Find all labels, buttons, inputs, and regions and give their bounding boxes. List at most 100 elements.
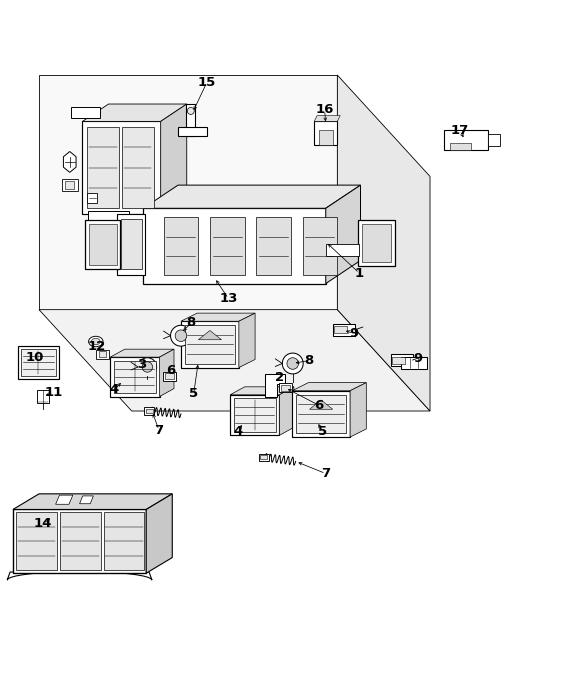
Polygon shape: [17, 346, 59, 379]
Polygon shape: [230, 387, 294, 395]
Polygon shape: [117, 214, 145, 275]
Text: 11: 11: [44, 386, 63, 399]
Text: 8: 8: [304, 354, 313, 367]
Circle shape: [142, 362, 152, 372]
Polygon shape: [143, 185, 360, 208]
Polygon shape: [310, 400, 333, 409]
Polygon shape: [279, 387, 294, 435]
Polygon shape: [391, 354, 413, 366]
Polygon shape: [260, 456, 267, 460]
Polygon shape: [146, 494, 172, 573]
Polygon shape: [87, 127, 119, 208]
Text: 14: 14: [34, 518, 52, 531]
Polygon shape: [146, 409, 152, 413]
Polygon shape: [37, 389, 49, 404]
Polygon shape: [88, 211, 129, 225]
Polygon shape: [97, 350, 109, 359]
Text: 16: 16: [315, 103, 334, 116]
Polygon shape: [296, 395, 346, 433]
Polygon shape: [71, 107, 100, 118]
Polygon shape: [122, 127, 154, 208]
Circle shape: [187, 107, 194, 115]
Polygon shape: [258, 454, 269, 461]
Circle shape: [175, 330, 187, 342]
Polygon shape: [319, 130, 333, 145]
Polygon shape: [292, 382, 366, 391]
Polygon shape: [178, 127, 207, 136]
Polygon shape: [120, 219, 142, 269]
Polygon shape: [110, 349, 174, 357]
Polygon shape: [87, 193, 97, 203]
Text: 13: 13: [219, 292, 237, 305]
Polygon shape: [314, 122, 338, 145]
Polygon shape: [104, 512, 144, 570]
Polygon shape: [181, 313, 255, 321]
Polygon shape: [13, 494, 172, 510]
Text: 17: 17: [451, 124, 469, 137]
Ellipse shape: [88, 336, 103, 347]
Text: 5: 5: [318, 425, 327, 438]
Text: 8: 8: [187, 316, 196, 329]
Polygon shape: [163, 372, 176, 381]
Polygon shape: [83, 104, 187, 122]
Polygon shape: [63, 152, 76, 172]
Polygon shape: [62, 180, 78, 191]
Polygon shape: [279, 383, 292, 393]
Text: 9: 9: [349, 327, 358, 340]
Polygon shape: [401, 357, 427, 370]
Text: 4: 4: [110, 383, 119, 396]
Polygon shape: [83, 122, 161, 214]
Polygon shape: [326, 245, 359, 255]
Text: 6: 6: [166, 364, 175, 377]
Circle shape: [282, 353, 303, 374]
Text: 10: 10: [26, 351, 44, 364]
Polygon shape: [143, 208, 326, 283]
Polygon shape: [100, 351, 107, 357]
Polygon shape: [89, 224, 116, 265]
Polygon shape: [16, 512, 56, 570]
Polygon shape: [181, 321, 239, 367]
Text: 7: 7: [154, 423, 164, 436]
Text: 2: 2: [275, 372, 284, 385]
Polygon shape: [159, 349, 174, 397]
Polygon shape: [165, 374, 174, 379]
Polygon shape: [164, 217, 198, 275]
Text: 5: 5: [189, 387, 198, 400]
Polygon shape: [314, 115, 340, 122]
Polygon shape: [65, 182, 74, 189]
Polygon shape: [450, 143, 471, 150]
Polygon shape: [233, 398, 276, 432]
Polygon shape: [7, 572, 152, 580]
Polygon shape: [13, 510, 146, 573]
Text: 12: 12: [88, 339, 106, 352]
Polygon shape: [350, 382, 366, 437]
Polygon shape: [186, 104, 196, 136]
Polygon shape: [357, 220, 395, 266]
Polygon shape: [161, 104, 187, 214]
Text: 1: 1: [355, 266, 364, 279]
Polygon shape: [110, 357, 159, 397]
Polygon shape: [198, 331, 222, 339]
Polygon shape: [144, 407, 154, 415]
Circle shape: [171, 325, 191, 346]
Polygon shape: [256, 217, 291, 275]
Polygon shape: [56, 495, 73, 504]
Text: 9: 9: [414, 352, 423, 365]
Polygon shape: [292, 391, 350, 437]
Polygon shape: [230, 395, 279, 435]
Polygon shape: [361, 224, 391, 262]
Circle shape: [138, 358, 157, 376]
Polygon shape: [303, 217, 338, 275]
Text: 3: 3: [137, 358, 146, 371]
Polygon shape: [335, 326, 347, 333]
Text: 4: 4: [233, 425, 242, 438]
Polygon shape: [281, 385, 290, 391]
Polygon shape: [80, 496, 93, 504]
Polygon shape: [185, 325, 235, 363]
Polygon shape: [39, 75, 338, 309]
Polygon shape: [265, 374, 285, 397]
Polygon shape: [333, 324, 354, 336]
Polygon shape: [488, 134, 499, 145]
Polygon shape: [326, 185, 360, 283]
Text: 7: 7: [321, 467, 331, 480]
